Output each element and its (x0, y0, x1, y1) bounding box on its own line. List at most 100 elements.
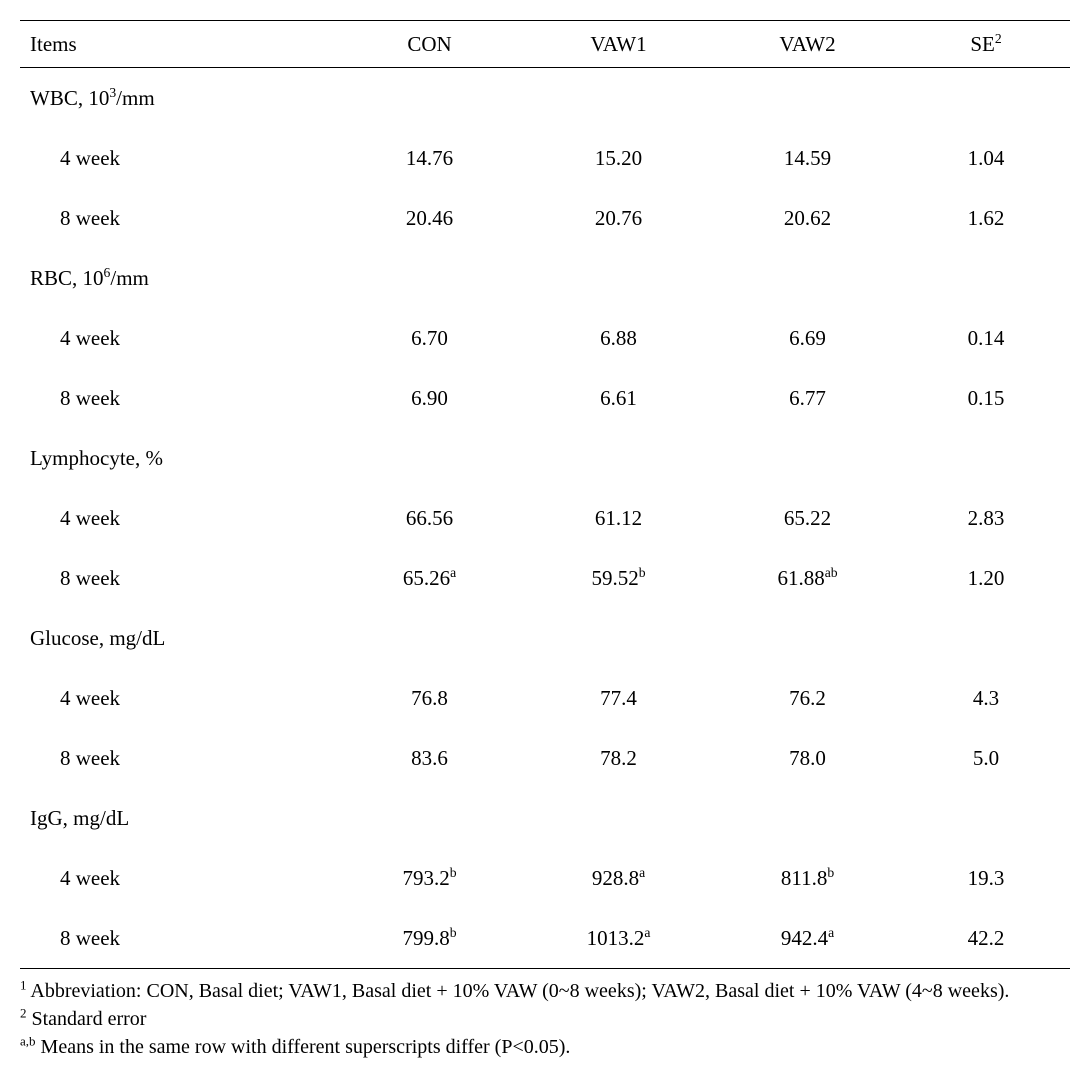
cell-se: 5.0 (902, 728, 1070, 788)
table-section-header: WBC, 103/mm (20, 68, 1070, 129)
cell-vaw2-value: 61.88 (777, 566, 824, 590)
table-section-header: Glucose, mg/dL (20, 608, 1070, 668)
col-con: CON (335, 21, 524, 68)
cell-vaw2-value: 78.0 (789, 746, 826, 770)
cell-se: 1.04 (902, 128, 1070, 188)
cell-vaw1-value: 6.88 (600, 326, 637, 350)
table-section-header: Lymphocyte, % (20, 428, 1070, 488)
cell-con-value: 20.46 (406, 206, 453, 230)
section-label: RBC, 106/mm (20, 248, 1070, 308)
footnote-3: a,b Means in the same row with different… (20, 1033, 1070, 1061)
cell-con: 20.46 (335, 188, 524, 248)
table-section-header: IgG, mg/dL (20, 788, 1070, 848)
section-label: WBC, 103/mm (20, 68, 1070, 129)
cell-vaw1-value: 61.12 (595, 506, 642, 530)
cell-se: 0.15 (902, 368, 1070, 428)
cell-vaw1-value: 78.2 (600, 746, 637, 770)
section-label-text: RBC, 10 (30, 266, 104, 290)
col-vaw2: VAW2 (713, 21, 902, 68)
row-item: 8 week (20, 728, 335, 788)
cell-con: 76.8 (335, 668, 524, 728)
cell-vaw2-sup: ab (825, 565, 838, 580)
cell-vaw1-value: 59.52 (591, 566, 638, 590)
cell-con-value: 65.26 (403, 566, 450, 590)
section-label-tail: /mm (116, 86, 155, 110)
cell-vaw1: 1013.2a (524, 908, 713, 969)
cell-vaw2: 14.59 (713, 128, 902, 188)
cell-vaw1-sup: a (644, 925, 650, 940)
table-row: 4 week793.2b928.8a811.8b19.3 (20, 848, 1070, 908)
section-label-text: Lymphocyte, % (30, 446, 163, 470)
row-item: 8 week (20, 188, 335, 248)
cell-se: 19.3 (902, 848, 1070, 908)
col-vaw1: VAW1 (524, 21, 713, 68)
cell-con: 793.2b (335, 848, 524, 908)
cell-vaw2: 6.69 (713, 308, 902, 368)
section-label-text: IgG, mg/dL (30, 806, 129, 830)
table-body: WBC, 103/mm 4 week 14.76 15.2014.591.04 8 we… (20, 68, 1070, 969)
table-header-row: Items CON VAW1 VAW2 SE2 (20, 21, 1070, 68)
row-item: 4 week (20, 308, 335, 368)
cell-vaw1-value: 20.76 (595, 206, 642, 230)
cell-vaw1: 77.4 (524, 668, 713, 728)
cell-vaw2-sup: b (827, 865, 834, 880)
table-row: 8 week 6.90 6.61 6.77 0.15 (20, 368, 1070, 428)
cell-con: 14.76 (335, 128, 524, 188)
blood-profile-table: Items CON VAW1 VAW2 SE2 WBC, 103/mm 4 wee… (20, 20, 1070, 969)
footnotes: 1 Abbreviation: CON, Basal diet; VAW1, B… (20, 977, 1070, 1061)
section-label-tail: /mm (110, 266, 149, 290)
table-section-header: RBC, 106/mm (20, 248, 1070, 308)
cell-vaw1: 59.52b (524, 548, 713, 608)
cell-vaw2: 811.8b (713, 848, 902, 908)
cell-vaw1: 6.61 (524, 368, 713, 428)
cell-con-value: 793.2 (402, 866, 449, 890)
cell-vaw1-sup: b (639, 565, 646, 580)
section-label: IgG, mg/dL (20, 788, 1070, 848)
cell-vaw1: 15.20 (524, 128, 713, 188)
footnote-1-text: Abbreviation: CON, Basal diet; VAW1, Bas… (27, 980, 1010, 1002)
section-label: Lymphocyte, % (20, 428, 1070, 488)
cell-vaw1-value: 928.8 (592, 866, 639, 890)
cell-vaw1: 78.2 (524, 728, 713, 788)
cell-con-sup: b (450, 865, 457, 880)
cell-vaw2-value: 6.69 (789, 326, 826, 350)
row-item: 8 week (20, 908, 335, 969)
cell-vaw2: 20.62 (713, 188, 902, 248)
cell-vaw2-value: 76.2 (789, 686, 826, 710)
cell-se: 1.62 (902, 188, 1070, 248)
cell-vaw1-value: 77.4 (600, 686, 637, 710)
cell-vaw1: 928.8a (524, 848, 713, 908)
col-se: SE2 (902, 21, 1070, 68)
cell-vaw2-value: 6.77 (789, 386, 826, 410)
row-item: 4 week (20, 848, 335, 908)
footnote-3-text: Means in the same row with different sup… (36, 1036, 571, 1058)
cell-vaw2-value: 20.62 (784, 206, 831, 230)
row-item: 4 week (20, 488, 335, 548)
cell-vaw1: 20.76 (524, 188, 713, 248)
cell-vaw1: 61.12 (524, 488, 713, 548)
table-row: 8 week799.8b1013.2a942.4a42.2 (20, 908, 1070, 969)
cell-vaw2-value: 65.22 (784, 506, 831, 530)
cell-con-value: 14.76 (406, 146, 453, 170)
row-item: 8 week (20, 368, 335, 428)
table-row: 8 week65.26a59.52b61.88ab1.20 (20, 548, 1070, 608)
section-label: Glucose, mg/dL (20, 608, 1070, 668)
row-item: 8 week (20, 548, 335, 608)
footnote-3-sup: a,b (20, 1033, 36, 1048)
cell-vaw1-value: 1013.2 (587, 926, 645, 950)
cell-se: 2.83 (902, 488, 1070, 548)
section-label-text: Glucose, mg/dL (30, 626, 165, 650)
cell-vaw2-sup: a (828, 925, 834, 940)
table-row: 4 week66.5661.1265.222.83 (20, 488, 1070, 548)
cell-con: 83.6 (335, 728, 524, 788)
table-row: 8 week 83.6 78.2 78.0 5.0 (20, 728, 1070, 788)
cell-con-value: 6.90 (411, 386, 448, 410)
cell-vaw1-sup: a (639, 865, 645, 880)
cell-vaw2: 6.77 (713, 368, 902, 428)
cell-se: 4.3 (902, 668, 1070, 728)
cell-con-value: 83.6 (411, 746, 448, 770)
cell-vaw2: 942.4a (713, 908, 902, 969)
section-label-text: WBC, 10 (30, 86, 109, 110)
cell-con: 6.70 (335, 308, 524, 368)
cell-vaw1-value: 6.61 (600, 386, 637, 410)
